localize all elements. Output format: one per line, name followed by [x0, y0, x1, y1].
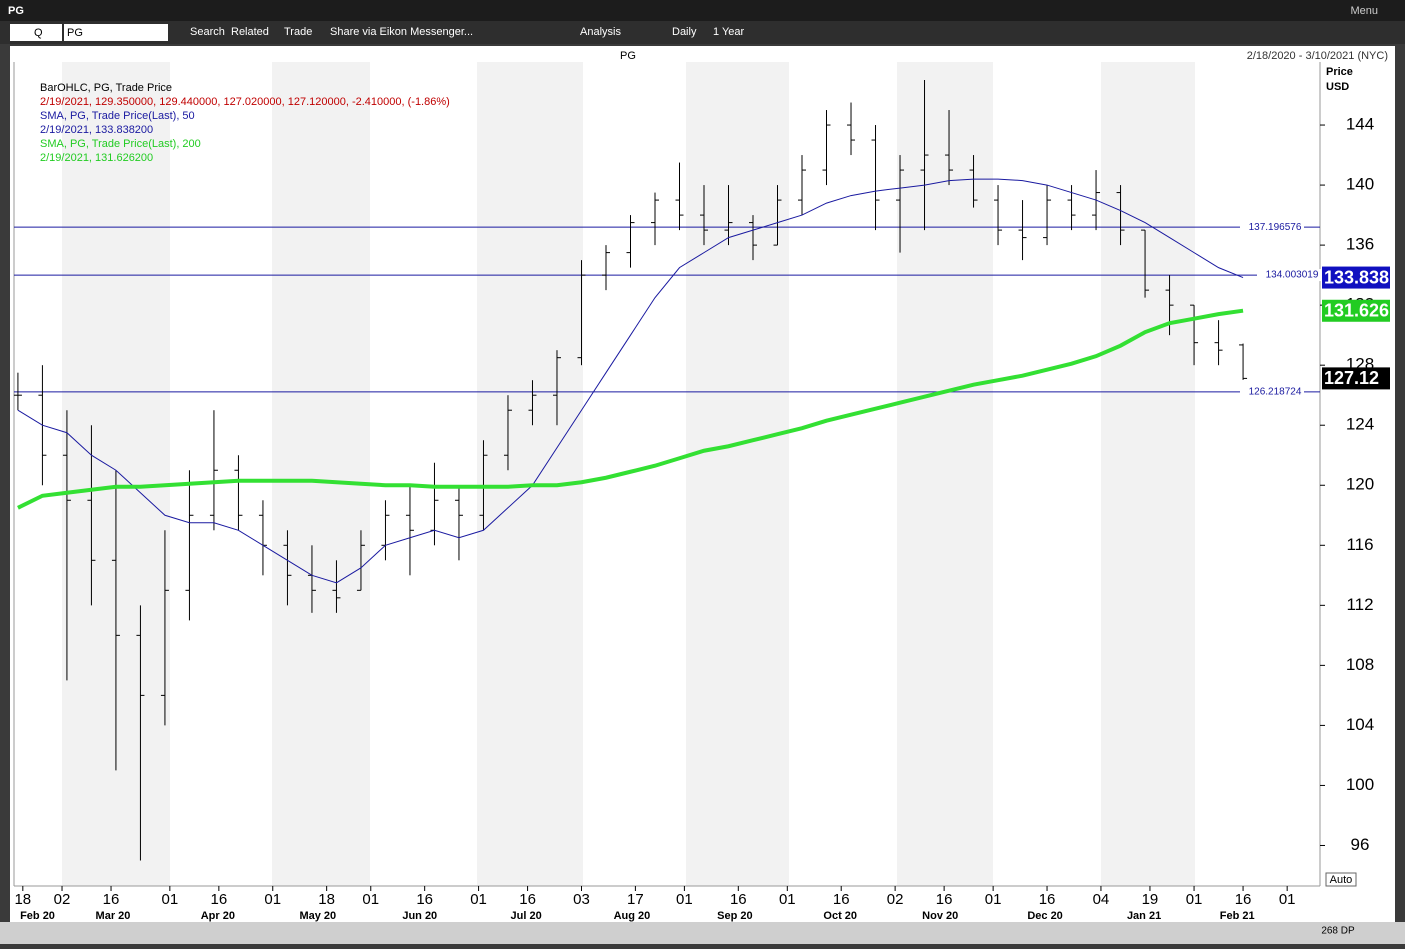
legend-line: 2/19/2021, 129.350000, 129.440000, 127.0… — [40, 96, 450, 108]
level-label: 137.196576 — [1249, 222, 1302, 233]
q: Q — [34, 27, 43, 39]
month-label: May 20 — [299, 910, 336, 922]
level-label: 134.003019 — [1266, 270, 1319, 281]
price-box-label: 131.626 — [1324, 301, 1389, 321]
y-axis-label: USD — [1326, 81, 1349, 93]
dp: 268 DP — [1321, 926, 1355, 937]
x-tick-label: 16 — [936, 891, 953, 908]
month-label: Oct 20 — [823, 910, 857, 922]
toolbar-item[interactable]: Analysis — [580, 26, 621, 38]
x-tick-label: 03 — [573, 891, 590, 908]
y-axis-label: Price — [1326, 66, 1353, 78]
month-label: Nov 20 — [922, 910, 958, 922]
toolbar — [0, 21, 1405, 44]
window-title: PG — [8, 5, 24, 17]
x-tick-label: 01 — [470, 891, 487, 908]
x-tick-label: 01 — [362, 891, 379, 908]
month-label: Jul 20 — [511, 910, 542, 922]
x-tick-label: 02 — [887, 891, 904, 908]
x-tick-label: 01 — [161, 891, 178, 908]
x-tick-label: 01 — [1186, 891, 1203, 908]
month-label: Dec 20 — [1027, 910, 1062, 922]
month-label: Mar 20 — [96, 910, 131, 922]
x-tick-label: 16 — [1039, 891, 1056, 908]
sma-line — [17, 308, 1244, 510]
y-tick-label: 112 — [1346, 595, 1373, 614]
toolbar-item[interactable]: Related — [231, 26, 269, 38]
month-label: Jun 20 — [402, 910, 437, 922]
title-bar — [0, 0, 1405, 21]
x-tick-label: 01 — [985, 891, 1002, 908]
toolbar-item[interactable]: Search — [190, 26, 225, 38]
y-tick-label: 136 — [1346, 235, 1374, 254]
legend-line: SMA, PG, Trade Price(Last), 50 — [40, 110, 195, 122]
month-label: Jan 21 — [1127, 910, 1161, 922]
legend-line: SMA, PG, Trade Price(Last), 200 — [40, 138, 201, 150]
month-label: Apr 20 — [201, 910, 235, 922]
x-tick-label: 16 — [210, 891, 227, 908]
toolbar-item[interactable]: 1 Year — [713, 26, 745, 38]
price-box-label: 133.838 — [1324, 267, 1389, 287]
ric-input[interactable] — [64, 24, 168, 41]
y-tick-label: 124 — [1346, 415, 1374, 434]
toolbar-item[interactable]: Trade — [284, 26, 312, 38]
y-tick-label: 108 — [1346, 655, 1374, 674]
x-tick-label: 16 — [416, 891, 433, 908]
y-tick-label: 140 — [1346, 175, 1374, 194]
chart-title: PG — [620, 50, 636, 62]
x-tick-label: 16 — [833, 891, 850, 908]
level-label: 126.218724 — [1249, 387, 1302, 398]
auto-button[interactable] — [1325, 872, 1357, 887]
x-tick-label: 16 — [730, 891, 747, 908]
menu[interactable]: Menu — [1350, 5, 1378, 17]
level-label-bg — [1257, 269, 1321, 282]
price-box — [1322, 299, 1390, 322]
x-tick-label: 04 — [1093, 891, 1110, 908]
x-tick-label: 17 — [627, 891, 644, 908]
month-label: Aug 20 — [614, 910, 651, 922]
ric: PG — [67, 27, 83, 39]
x-tick-label: 19 — [1142, 891, 1159, 908]
x-tick-label: 01 — [264, 891, 281, 908]
auto: Auto — [1330, 874, 1353, 886]
level-label-bg — [1240, 221, 1304, 234]
x-tick-label: 02 — [54, 891, 71, 908]
x-tick-label: 18 — [318, 891, 335, 908]
x-tick-label: 16 — [103, 891, 120, 908]
y-tick-label: 100 — [1346, 775, 1374, 794]
price-box — [1322, 367, 1390, 390]
level-label-bg — [1240, 385, 1304, 398]
month-label: Sep 20 — [717, 910, 752, 922]
price-box — [1322, 266, 1390, 289]
legend-line: 2/19/2021, 133.838200 — [40, 124, 153, 136]
y-tick-label: 144 — [1346, 115, 1374, 134]
y-tick-label: 96 — [1351, 835, 1370, 854]
legend-line: 2/19/2021, 131.626200 — [40, 152, 153, 164]
x-tick-label: 01 — [676, 891, 693, 908]
y-tick-label: 116 — [1346, 535, 1373, 554]
x-tick-label: 01 — [1279, 891, 1296, 908]
month-label: Feb 21 — [1220, 910, 1255, 922]
y-tick-label: 120 — [1346, 475, 1374, 494]
date-range: 2/18/2020 - 3/10/2021 (NYC) — [1247, 50, 1388, 62]
y-tick-label: 104 — [1346, 715, 1374, 734]
month-bands — [62, 62, 1195, 886]
month-label: Feb 20 — [20, 910, 55, 922]
x-tick-label: 16 — [1235, 891, 1252, 908]
scrollbar[interactable] — [0, 922, 1405, 944]
price-box-label: 127.12 — [1324, 368, 1379, 388]
x-tick-label: 18 — [14, 891, 31, 908]
q-box[interactable] — [10, 24, 62, 41]
toolbar-item[interactable]: Share via Eikon Messenger... — [330, 26, 473, 38]
toolbar-item[interactable]: Daily — [672, 26, 697, 38]
legend-line: BarOHLC, PG, Trade Price — [40, 82, 172, 94]
sma-line — [17, 178, 1244, 584]
x-tick-label: 01 — [779, 891, 796, 908]
x-tick-label: 16 — [519, 891, 536, 908]
